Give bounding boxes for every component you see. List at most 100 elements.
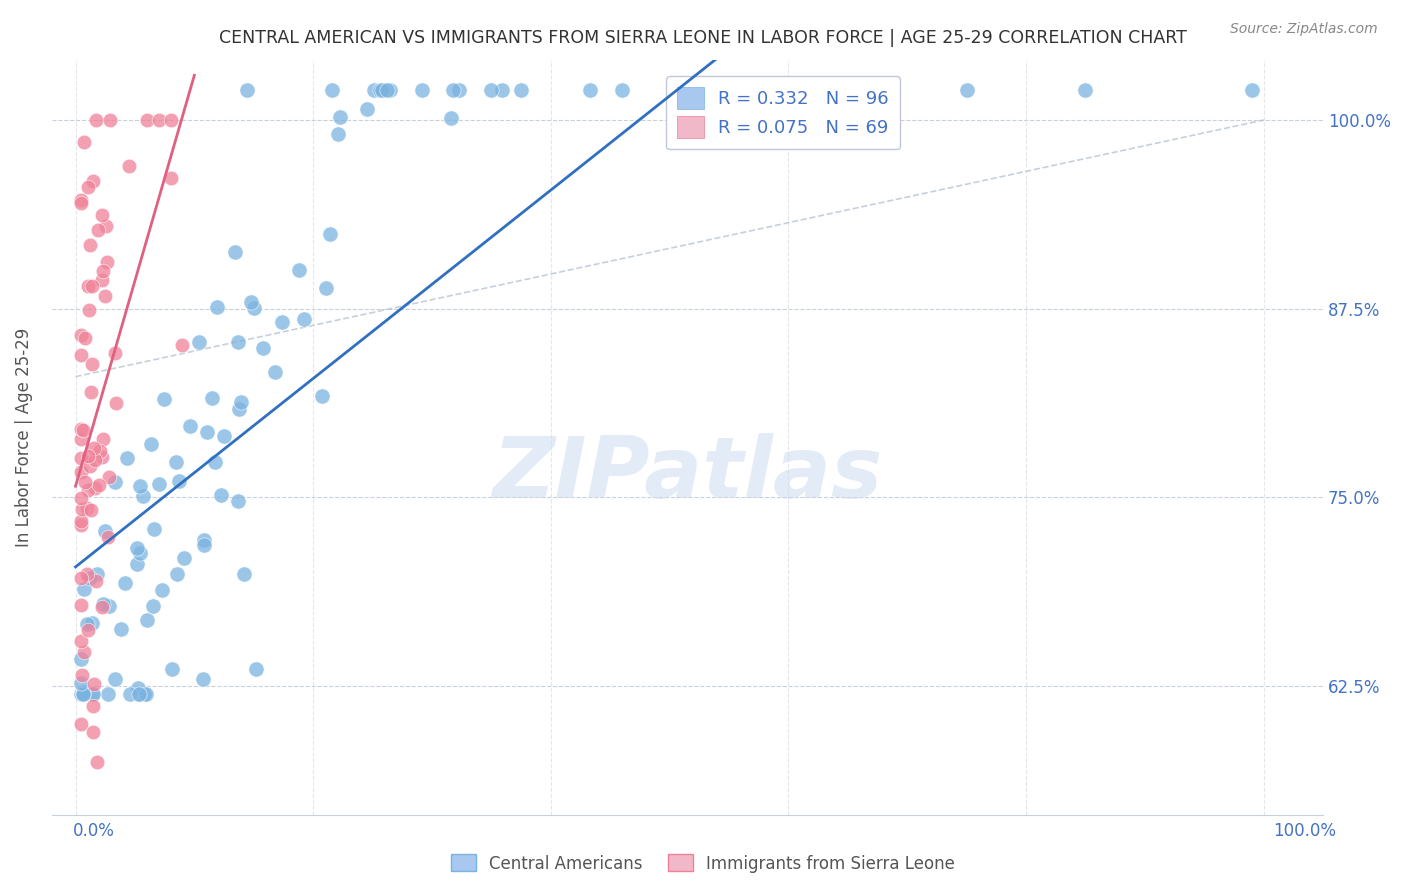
Point: [87, 223, 110, 237]
Point: [270, 314, 292, 328]
Point: [80, 615, 103, 630]
Point: [315, 280, 337, 294]
Point: [226, 334, 249, 349]
Point: [76, 624, 98, 638]
Point: [93, 524, 115, 539]
Point: [70, 514, 93, 528]
Point: [91, 432, 114, 446]
Text: ZIPatlas: ZIPatlas: [492, 434, 883, 516]
Point: [212, 429, 235, 443]
Point: [73, 330, 96, 344]
Point: [579, 83, 602, 97]
Point: [98, 113, 121, 128]
Point: [311, 389, 333, 403]
Point: [127, 541, 149, 556]
Point: [128, 687, 150, 701]
Point: [441, 83, 464, 97]
Point: [110, 622, 132, 636]
Point: [90, 600, 112, 615]
Point: [491, 83, 513, 97]
Point: [142, 599, 165, 613]
Point: [97, 530, 120, 544]
Point: [91, 450, 114, 464]
Point: [166, 567, 188, 582]
Point: [129, 546, 152, 560]
Point: [93, 289, 115, 303]
Text: Source: ZipAtlas.com: Source: ZipAtlas.com: [1230, 22, 1378, 37]
Point: [148, 477, 170, 491]
Point: [70, 571, 93, 585]
Point: [370, 83, 392, 97]
Point: [91, 597, 114, 611]
Legend: R = 0.332   N = 96, R = 0.075   N = 69: R = 0.332 N = 96, R = 0.075 N = 69: [666, 76, 900, 149]
Point: [264, 364, 287, 378]
Point: [115, 450, 138, 465]
Point: [84, 452, 107, 467]
Point: [321, 83, 343, 97]
Point: [97, 599, 120, 613]
Point: [70, 633, 93, 648]
Point: [70, 450, 93, 465]
Point: [86, 755, 108, 769]
Point: [231, 395, 253, 409]
Point: [77, 483, 100, 497]
Point: [82, 174, 104, 188]
Point: [98, 469, 121, 483]
Point: [105, 395, 128, 409]
Point: [94, 219, 117, 234]
Point: [239, 294, 262, 309]
Point: [173, 551, 195, 566]
Point: [79, 571, 101, 585]
Point: [135, 113, 157, 128]
Point: [70, 466, 93, 480]
Point: [172, 338, 194, 352]
Point: [204, 455, 226, 469]
Point: [77, 449, 100, 463]
Point: [148, 113, 170, 128]
Point: [86, 566, 108, 581]
Point: [236, 83, 259, 97]
Point: [70, 687, 93, 701]
Point: [226, 494, 249, 508]
Point: [77, 180, 100, 194]
Point: [75, 475, 97, 489]
Point: [82, 687, 104, 701]
Point: [125, 558, 148, 572]
Point: [292, 311, 315, 326]
Point: [82, 687, 104, 701]
Point: [76, 500, 98, 515]
Point: [70, 717, 93, 731]
Point: [70, 193, 93, 207]
Point: [70, 676, 93, 690]
Point: [83, 677, 105, 691]
Point: [169, 475, 191, 489]
Point: [72, 423, 94, 437]
Point: [411, 83, 433, 97]
Point: [159, 113, 181, 128]
Point: [73, 645, 96, 659]
Point: [143, 522, 166, 536]
Point: [73, 582, 96, 596]
Point: [82, 724, 104, 739]
Point: [72, 687, 94, 701]
Point: [70, 422, 93, 436]
Point: [449, 83, 471, 97]
Text: CENTRAL AMERICAN VS IMMIGRANTS FROM SIERRA LEONE IN LABOR FORCE | AGE 25-29 CORR: CENTRAL AMERICAN VS IMMIGRANTS FROM SIER…: [219, 29, 1187, 46]
Point: [150, 583, 173, 598]
Point: [201, 391, 224, 405]
Point: [80, 279, 103, 293]
Y-axis label: In Labor Force | Age 25-29: In Labor Force | Age 25-29: [15, 327, 32, 547]
Point: [72, 667, 94, 681]
Point: [91, 264, 114, 278]
Point: [70, 598, 93, 612]
Point: [127, 681, 149, 696]
Point: [288, 263, 311, 277]
Point: [76, 279, 98, 293]
Point: [82, 698, 104, 713]
Point: [509, 83, 531, 97]
Point: [135, 687, 157, 701]
Point: [378, 83, 401, 97]
Point: [77, 303, 100, 318]
Point: [846, 83, 869, 97]
Point: [96, 254, 118, 268]
